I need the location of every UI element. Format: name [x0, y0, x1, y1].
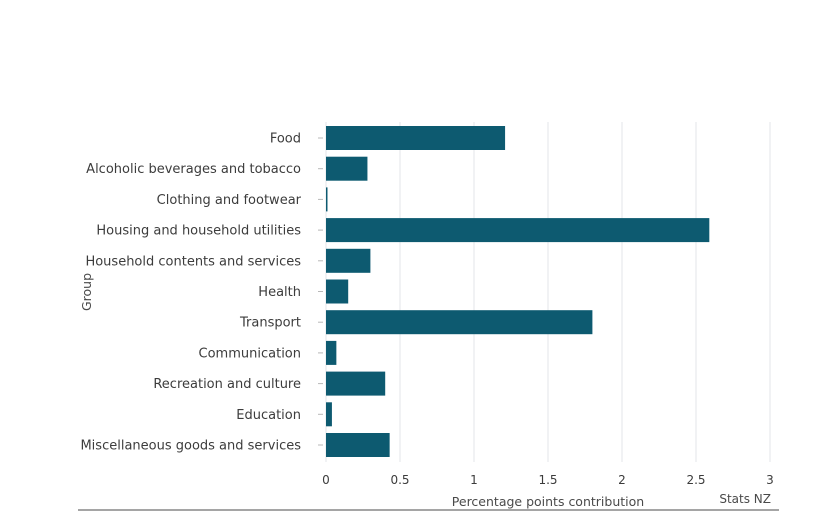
x-tick-label: 2: [618, 473, 626, 487]
x-tick-label: 0: [322, 473, 330, 487]
category-label: Transport: [239, 316, 301, 331]
bar: [326, 156, 368, 181]
category-label: Housing and household utilities: [96, 224, 301, 239]
category-label: Clothing and footwear: [157, 193, 302, 208]
category-label: Household contents and services: [85, 254, 301, 269]
category-label: Miscellaneous goods and services: [80, 439, 301, 454]
bar: [326, 218, 710, 243]
x-tick-label: 0.5: [390, 473, 409, 487]
bar: [326, 433, 390, 457]
bar: [326, 126, 506, 150]
x-tick-label: 2.5: [686, 473, 705, 487]
category-label: Alcoholic beverages and tobacco: [86, 162, 301, 177]
bar: [326, 310, 593, 335]
bar: [326, 340, 337, 365]
y-axis-title: Group: [79, 273, 94, 311]
x-tick-label: 1: [470, 473, 478, 487]
category-label: Food: [270, 132, 301, 147]
grid-lines: [325, 122, 771, 462]
x-tick-label: 3: [766, 473, 774, 487]
category-label: Communication: [199, 346, 301, 361]
x-tick-labels: 0 0.5 1 1.5 2 2.5 3: [322, 473, 774, 487]
category-label: Recreation and culture: [153, 377, 301, 392]
category-ticks: [318, 137, 323, 446]
bar: [326, 187, 328, 212]
bar: [326, 248, 371, 273]
x-tick-label: 1.5: [538, 473, 557, 487]
category-labels: Food Alcoholic beverages and tobacco Cloth…: [80, 132, 301, 454]
bar: [326, 402, 332, 427]
category-label: Health: [258, 285, 301, 300]
category-label: Education: [236, 408, 301, 423]
x-axis-title: Percentage points contribution: [452, 494, 644, 509]
bar: [326, 371, 386, 396]
bars: [326, 126, 710, 457]
bar: [326, 279, 349, 304]
source-label: Stats NZ: [719, 492, 771, 506]
